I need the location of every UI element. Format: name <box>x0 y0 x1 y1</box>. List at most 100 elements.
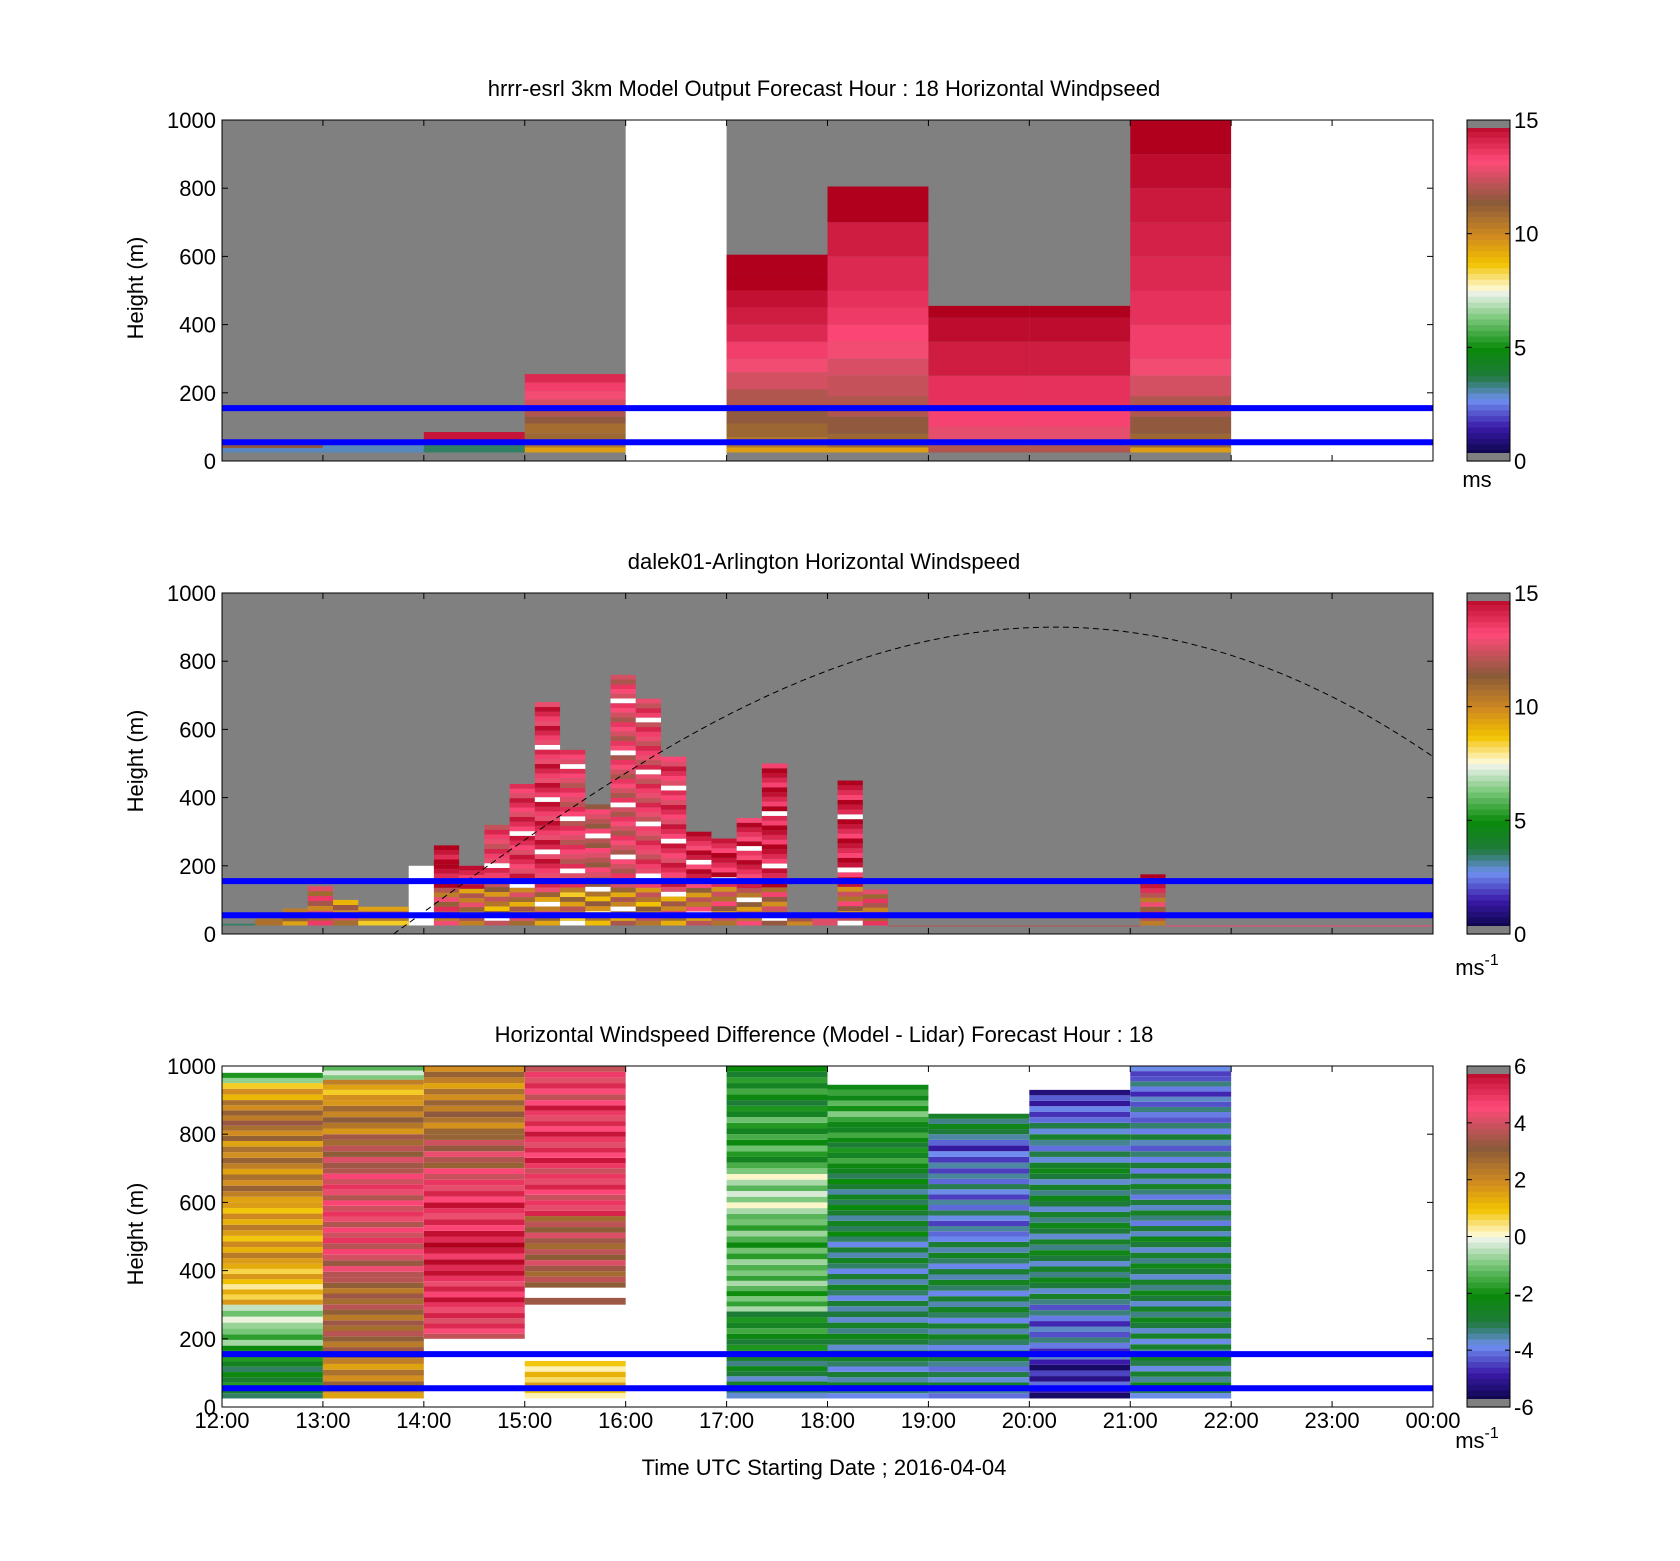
heatmap-cell <box>534 716 561 722</box>
heatmap-cell <box>222 1213 323 1220</box>
heatmap-cell <box>222 1339 323 1346</box>
colorbar-swatch <box>1467 409 1510 417</box>
heatmap-cell <box>1029 1392 1131 1399</box>
colorbar-swatch <box>1467 1304 1510 1311</box>
heatmap-cell <box>459 916 485 921</box>
x-tick-label: 22:00 <box>1204 1408 1259 1433</box>
x-tick-label: 21:00 <box>1103 1408 1158 1433</box>
heatmap-cell <box>1029 1376 1131 1382</box>
heatmap-cell <box>560 915 586 921</box>
plot-area: 0 200 400 600 800 1000 <box>167 581 1434 947</box>
colorbar-swatch <box>1467 1134 1510 1141</box>
heatmap-cell <box>560 821 586 826</box>
heatmap-cell <box>827 1137 929 1143</box>
heatmap-cell <box>423 1162 525 1169</box>
colorbar-swatch <box>1467 370 1510 377</box>
y-tick-label: 400 <box>179 313 216 338</box>
heatmap-cell <box>1029 1326 1131 1332</box>
colorbar-swatch <box>1467 1225 1510 1232</box>
heatmap-cell <box>524 1227 626 1233</box>
heatmap-cell <box>726 1285 828 1292</box>
heatmap-cell <box>534 882 561 888</box>
heatmap-cell <box>1130 1382 1232 1388</box>
heatmap-cell <box>726 1100 828 1106</box>
heatmap-cell <box>509 864 535 869</box>
heatmap-cell <box>1140 874 1166 879</box>
heatmap-cell <box>282 908 308 913</box>
heatmap-cell <box>524 1077 626 1084</box>
y-tick-label: 1000 <box>167 581 216 606</box>
colorbar-swatch <box>1467 335 1510 343</box>
heatmap-cell <box>1029 426 1131 441</box>
x-tick-labels: 12:00 13:00 14:00 15:00 16:00 17:00 18:00 19:00… <box>194 1408 1460 1433</box>
heatmap-cell <box>534 768 561 774</box>
heatmap-cell <box>928 1279 1030 1286</box>
heatmap-cell <box>1130 1274 1232 1280</box>
heatmap-cell <box>761 887 788 893</box>
colorbar-swatch <box>1467 1367 1510 1374</box>
heatmap-cell <box>736 822 762 828</box>
heatmap-cell <box>711 838 737 844</box>
heatmap-cell <box>222 1279 323 1285</box>
heatmap-cell <box>484 848 510 854</box>
heatmap-cell <box>423 1066 525 1072</box>
no-data-column <box>1231 120 1433 461</box>
heatmap-cell <box>222 1110 323 1116</box>
heatmap-cell <box>610 835 636 841</box>
heatmap-cell <box>610 722 636 727</box>
heatmap-cell <box>686 873 712 879</box>
heatmap-cell <box>827 1089 929 1096</box>
heatmap-cell <box>686 845 712 851</box>
heatmap-cell <box>524 1254 626 1261</box>
heatmap-cell <box>837 790 863 796</box>
heatmap-cell <box>1130 1333 1232 1339</box>
heatmap-cell <box>222 1294 323 1300</box>
heatmap-cell <box>827 1328 929 1334</box>
heatmap-cell <box>827 1116 929 1123</box>
heatmap-cell <box>322 1075 424 1080</box>
heatmap-cell <box>585 804 611 810</box>
heatmap-cell <box>222 1202 323 1208</box>
heatmap-cell <box>827 307 929 325</box>
colorbar-swatch <box>1467 324 1510 331</box>
heatmap-cell <box>928 1173 1030 1179</box>
heatmap-cell <box>635 731 661 737</box>
heatmap-cell <box>928 408 1030 427</box>
heatmap-cell <box>928 1307 1030 1313</box>
heatmap-cell <box>534 773 561 779</box>
heatmap-cell <box>761 858 788 864</box>
heatmap-cell <box>534 854 561 859</box>
heatmap-cell <box>1130 1301 1232 1307</box>
heatmap-cell <box>862 898 889 904</box>
heatmap-cell <box>827 1189 929 1195</box>
no-data-bin <box>686 859 712 865</box>
heatmap-cell <box>459 897 485 903</box>
colorbar-tick-label: -2 <box>1514 1281 1534 1306</box>
heatmap-cell <box>560 778 586 784</box>
heatmap-cell <box>635 849 661 855</box>
heatmap-cell <box>726 1280 828 1286</box>
heatmap-cell <box>726 1066 828 1072</box>
colorbar-swatch <box>1467 666 1510 674</box>
heatmap-cell <box>222 1393 323 1399</box>
heatmap-cell <box>484 901 510 907</box>
heatmap-cell <box>423 1333 525 1339</box>
heatmap-cell <box>534 873 561 878</box>
heatmap-cell <box>484 906 510 912</box>
heatmap-cell <box>222 1284 323 1290</box>
heatmap-cell <box>837 824 863 829</box>
heatmap-cell <box>736 818 762 823</box>
heatmap-cell <box>423 1128 525 1135</box>
colorbar-swatch <box>1467 245 1510 252</box>
heatmap-cell <box>635 741 661 746</box>
heatmap-cell <box>322 1298 424 1305</box>
heatmap-cell <box>928 1382 1030 1388</box>
colorbar-swatch <box>1467 712 1510 719</box>
heatmap-cell <box>837 785 863 791</box>
heatmap-cell <box>222 1185 323 1192</box>
heatmap-cell <box>928 1258 1030 1264</box>
y-tick-label: 800 <box>179 649 216 674</box>
heatmap-cell <box>1130 1178 1232 1185</box>
y-tick-label: 800 <box>179 1122 216 1147</box>
heatmap-cell <box>524 1238 626 1244</box>
